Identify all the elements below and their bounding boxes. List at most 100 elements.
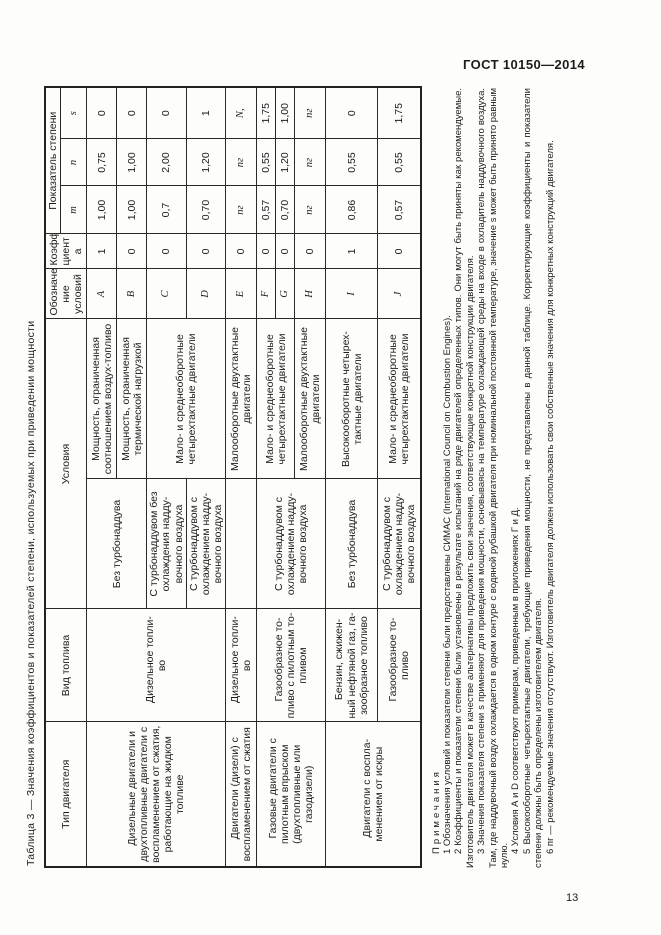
header-s: s bbox=[60, 86, 87, 139]
cell-engine-type: Газовые двигате­ли с пилотным впры­ском … bbox=[256, 722, 326, 867]
cell-symbol: I bbox=[325, 269, 378, 319]
cell-fuel: Дизельное топли­во bbox=[86, 609, 226, 722]
table-row-E: Двигатели (дизе­ли) с воспламенени­ем от… bbox=[225, 86, 257, 867]
table-title: Таблица 3 — Значения коэффициентов и пок… bbox=[25, 320, 37, 866]
standard-number: ГОСТ 10150—2014 bbox=[463, 57, 585, 72]
cell-condition: Мощность, ограниченная термической нагру… bbox=[116, 319, 147, 479]
table-3: Тип двигателя Вид топлива Условия Обозна… bbox=[44, 85, 422, 868]
cell-fuel: Бензин, сжижен­ный нефтяной газ, га­зооб… bbox=[325, 609, 378, 722]
cell-engine-type: Двигатели (дизе­ли) с воспламенени­ем от… bbox=[225, 722, 257, 867]
cell-a: 0 bbox=[377, 234, 421, 269]
cell-s: 1,75 bbox=[256, 86, 276, 139]
header-n: n bbox=[60, 139, 87, 186]
cell-symbol: E bbox=[225, 269, 257, 319]
cell-m: 0,57 bbox=[377, 186, 421, 234]
cell-turbo bbox=[225, 479, 257, 609]
note-3: 3 Значения показателя степени s применяю… bbox=[476, 88, 511, 868]
cell-fuel: Дизельное топли­во bbox=[225, 609, 257, 722]
header-m: m bbox=[60, 186, 87, 234]
cell-s: пг bbox=[294, 86, 326, 139]
cell-symbol: F bbox=[256, 269, 276, 319]
cell-m: пг bbox=[294, 186, 326, 234]
cell-m: пг bbox=[225, 186, 257, 234]
cell-a: 0 bbox=[225, 234, 257, 269]
header-engine-type: Тип двигателя bbox=[45, 722, 87, 867]
cell-turbo: Без турбонаддува bbox=[86, 479, 147, 609]
cell-symbol: A bbox=[86, 269, 117, 319]
cell-n: пг bbox=[294, 139, 326, 186]
cell-condition: Мало- и среднеоборотные четырехтактные д… bbox=[146, 319, 226, 479]
notes-block: Примечания 1 Обозначения условий и показ… bbox=[431, 88, 556, 868]
cell-s: 0 bbox=[146, 86, 187, 139]
note-6: 6 пг — рекомендуемые значения отсутствую… bbox=[544, 140, 556, 854]
cell-condition: Мощность, ограниченная соотношением возд… bbox=[86, 319, 117, 479]
cell-m: 0,7 bbox=[146, 186, 187, 234]
rotated-table-block: Таблица 3 — Значения коэффициентов и пок… bbox=[25, 85, 585, 868]
cell-n: 2,00 bbox=[146, 139, 187, 186]
cell-n: 0,75 bbox=[86, 139, 117, 186]
notes-label: Примечания bbox=[430, 769, 442, 854]
cell-n: 1,00 bbox=[116, 139, 147, 186]
cell-m: 0,70 bbox=[186, 186, 226, 234]
cell-a: 0 bbox=[294, 234, 326, 269]
cell-condition: Высокооборотные четырех­тактные двигател… bbox=[325, 319, 378, 479]
cell-m: 1,00 bbox=[86, 186, 117, 234]
page-number: 13 bbox=[566, 892, 579, 904]
cell-n: 1,20 bbox=[275, 139, 295, 186]
cell-m: 0,70 bbox=[275, 186, 295, 234]
cell-symbol: J bbox=[377, 269, 421, 319]
cell-s: 0 bbox=[325, 86, 378, 139]
cell-n: 0,55 bbox=[377, 139, 421, 186]
cell-turbo: С турбонаддувом с охлаждением надду­вочн… bbox=[186, 479, 226, 609]
header-exponent: Показатель степени bbox=[45, 86, 61, 234]
cell-condition: Малооборотные двухтакт­ные двигатели bbox=[225, 319, 257, 479]
header-conditions: Условия bbox=[45, 319, 87, 609]
cell-s: 1 bbox=[186, 86, 226, 139]
note-1: 1 Обозначения условий и показатели степе… bbox=[442, 315, 454, 854]
cell-a: 0 bbox=[256, 234, 276, 269]
cell-condition: Мало- и среднеоборотные четырехтактные д… bbox=[256, 319, 295, 479]
cell-n: 0,55 bbox=[256, 139, 276, 186]
cell-condition: Малооборотные двухтакт­ные двигатели bbox=[294, 319, 326, 479]
cell-engine-type: Дизельные двига­тели и двухтоплив­ные дв… bbox=[86, 722, 226, 867]
cell-a: 0 bbox=[275, 234, 295, 269]
cell-symbol: B bbox=[116, 269, 147, 319]
cell-s: 1,00 bbox=[275, 86, 295, 139]
cell-a: 0 bbox=[116, 234, 147, 269]
cell-turbo: С турбонаддувом с охлаждением надду­вочн… bbox=[377, 479, 421, 609]
cell-a: 0 bbox=[186, 234, 226, 269]
cell-symbol: H bbox=[294, 269, 326, 319]
cell-m: 1,00 bbox=[116, 186, 147, 234]
table-row-F: Газовые двигате­ли с пилотным впры­ском … bbox=[256, 86, 326, 867]
cell-symbol: D bbox=[186, 269, 226, 319]
cell-a: 0 bbox=[146, 234, 187, 269]
cell-s: 1,75 bbox=[377, 86, 421, 139]
cell-a: 1 bbox=[86, 234, 117, 269]
cell-engine-type: Двигатели с воспла­менением от искры bbox=[325, 722, 421, 867]
note-5: 5 Высокооборотные четырехтактные двигате… bbox=[521, 88, 545, 868]
cell-turbo: Без турбонаддува bbox=[325, 479, 378, 609]
cell-n: 1,20 bbox=[186, 139, 226, 186]
note-4: 4 Условия А и D соответствуют примерам, … bbox=[510, 507, 522, 854]
cell-n: 0,55 bbox=[325, 139, 378, 186]
header-coefficient: Коэффи- циент a bbox=[45, 234, 87, 269]
note-2: 2 Коэффициенты и показатели степени были… bbox=[453, 88, 476, 868]
cell-s: N, bbox=[225, 86, 257, 139]
cell-symbol: G bbox=[275, 269, 295, 319]
cell-a: 1 bbox=[325, 234, 378, 269]
cell-fuel: Газообразное то­пливо с пилотным то­плив… bbox=[256, 609, 326, 722]
cell-m: 0,57 bbox=[256, 186, 276, 234]
cell-s: 0 bbox=[86, 86, 117, 139]
table-row-I: Двигатели с воспла­менением от искры Бен… bbox=[325, 86, 421, 867]
cell-n: пг bbox=[225, 139, 257, 186]
cell-symbol: C bbox=[146, 269, 187, 319]
cell-condition: Мало- и среднеоборотные четырехтактные д… bbox=[377, 319, 421, 479]
cell-m: 0,86 bbox=[325, 186, 378, 234]
header-fuel-type: Вид топлива bbox=[45, 609, 87, 722]
cell-turbo: С турбонаддувом с охлаждением надду­вочн… bbox=[256, 479, 326, 609]
cell-s: 0 bbox=[116, 86, 147, 139]
cell-turbo: С турбонаддувом без охлаждения надду­воч… bbox=[146, 479, 187, 609]
table-row-A: Дизельные двига­тели и двухтоплив­ные дв… bbox=[86, 86, 226, 867]
header-designation: Обозначе- ние условий bbox=[45, 269, 87, 319]
